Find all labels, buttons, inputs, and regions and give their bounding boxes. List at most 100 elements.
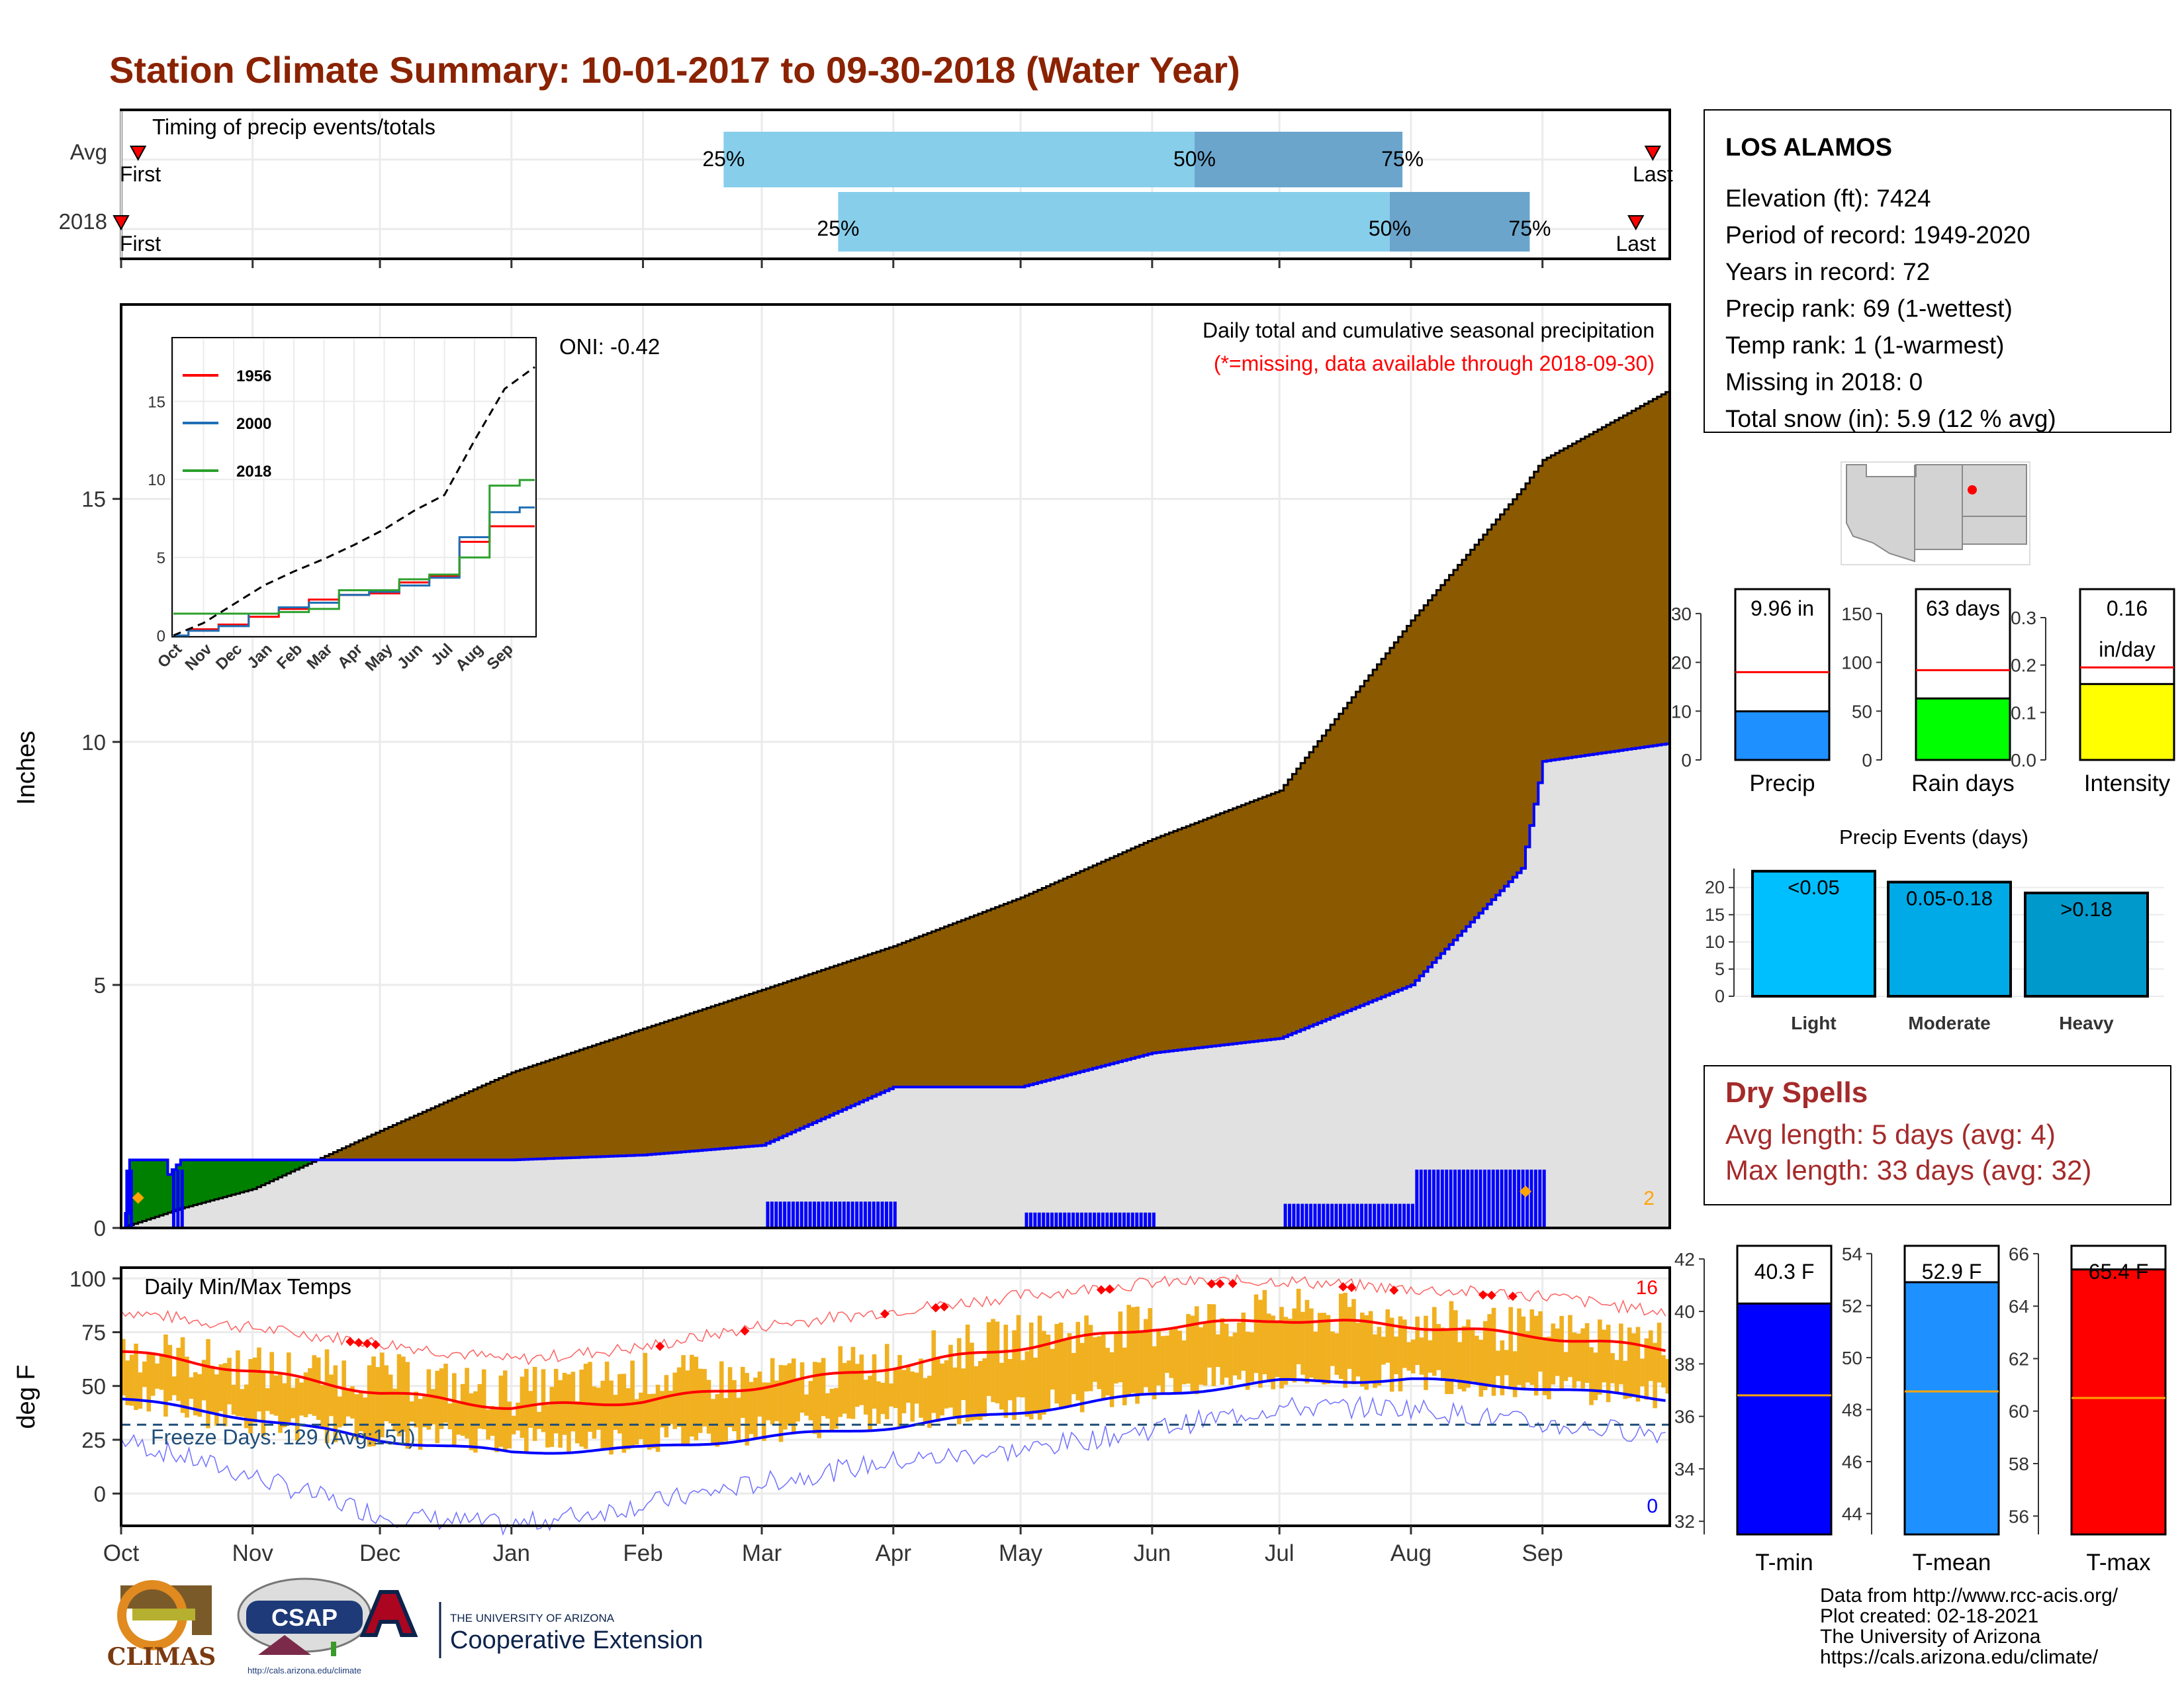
daily-precip-bar (1385, 1203, 1389, 1228)
daily-temp-range-bar (1445, 1329, 1449, 1394)
daily-precip-bar (1479, 1169, 1482, 1228)
daily-temp-range-bar (363, 1397, 368, 1437)
daily-precip-bar (125, 1169, 129, 1228)
daily-temp-range-bar (1394, 1336, 1398, 1374)
temp-ylabel: deg F (13, 1364, 40, 1429)
timing-bar-upper (1389, 192, 1530, 252)
events-bar-label: Light (1791, 1013, 1836, 1033)
daily-temp-range-bar (1606, 1325, 1611, 1403)
daily-temp-range-bar (345, 1388, 351, 1417)
daily-precip-bar (1389, 1203, 1393, 1228)
daily-precip-bar (834, 1201, 838, 1228)
daily-temp-range-bar (435, 1370, 440, 1444)
daily-temp-range-bar (850, 1346, 856, 1419)
daily-temp-range-bar (567, 1374, 571, 1452)
daily-temp-range-bar (1058, 1322, 1064, 1407)
daily-temp-range-bar (999, 1362, 1004, 1410)
daily-precip-bar (1449, 1169, 1453, 1228)
daily-temp-range-bar (1533, 1315, 1539, 1396)
daily-precip-bar (872, 1201, 876, 1228)
daily-temp-range-bar (180, 1337, 185, 1413)
daily-precip-bar (817, 1201, 821, 1228)
mini-bar-label: Intensity (2084, 771, 2171, 796)
daily-precip-bar (880, 1201, 884, 1228)
daily-temp-range-bar (1470, 1329, 1475, 1382)
precip-ytick-label: 15 (81, 487, 106, 512)
daily-temp-range-bar (1050, 1348, 1055, 1390)
daily-temp-range-bar (1665, 1359, 1670, 1394)
daily-precip-bar (770, 1201, 774, 1228)
daily-temp-range-bar (1160, 1336, 1165, 1393)
daily-temp-range-bar (558, 1380, 563, 1448)
daily-temp-range-bar (796, 1378, 800, 1422)
daily-precip-bar (1496, 1169, 1500, 1228)
temp-ytick-label: 75 (81, 1321, 106, 1345)
daily-temp-range-bar (1398, 1316, 1403, 1391)
daily-temp-range-bar (664, 1375, 669, 1438)
daily-temp-range-bar (1203, 1322, 1208, 1386)
inset-ytick-label: 5 (157, 549, 165, 567)
daily-precip-bar (1042, 1212, 1046, 1228)
daily-temp-range-bar (1525, 1331, 1530, 1383)
mini-bar-ytick-label: 0.2 (2011, 655, 2036, 676)
inset-ytick-label: 0 (157, 628, 165, 645)
daily-temp-range-bar (1631, 1333, 1636, 1397)
daily-temp-range-bar (935, 1358, 940, 1423)
daily-temp-range-bar (846, 1360, 851, 1419)
daily-temp-range-bar (1373, 1334, 1377, 1388)
station-info-line: Temp rank: 1 (1-warmest) (1725, 332, 2005, 359)
daily-temp-range-bar (1449, 1301, 1454, 1394)
daily-temp-range-bar (1190, 1315, 1195, 1391)
daily-temp-range-bar (596, 1387, 601, 1430)
climas-logo-stripe (132, 1609, 195, 1620)
daily-precip-bar (1338, 1203, 1342, 1228)
daily-temp-range-bar (502, 1370, 508, 1450)
daily-temp-range-bar (1165, 1335, 1169, 1373)
daily-precip-bar (1118, 1212, 1122, 1228)
daily-temp-range-bar (592, 1386, 597, 1439)
daily-temp-range-bar (1024, 1351, 1030, 1417)
daily-temp-range-bar (341, 1360, 346, 1427)
temp-bar-ytick-label: 64 (2009, 1296, 2029, 1317)
last-event-marker (1627, 215, 1645, 231)
daily-temp-range-bar (1003, 1325, 1009, 1418)
daily-temp-range-bar (1084, 1315, 1089, 1392)
csap-logo-text: CSAP (271, 1604, 338, 1631)
daily-temp-range-bar (698, 1368, 703, 1433)
precip-panel: 0 5 10 15 Daily total and cumulative season… (13, 303, 1671, 1241)
daily-precip-bar (1351, 1203, 1355, 1228)
daily-precip-bar (1152, 1212, 1156, 1228)
daily-temp-range-bar (1152, 1346, 1157, 1399)
dry-spells-max: Max length: 33 days (avg: 32) (1725, 1154, 2091, 1186)
daily-temp-range-bar (1016, 1315, 1021, 1397)
daily-temp-range-bar (1338, 1293, 1343, 1380)
daily-temp-range-bar (460, 1383, 465, 1436)
daily-temp-range-bar (333, 1365, 338, 1442)
daily-temp-range-bar (1614, 1360, 1619, 1394)
daily-temp-range-bar (1500, 1340, 1505, 1395)
oni-label: ONI: -0.42 (559, 334, 660, 359)
daily-temp-range-bar (1042, 1331, 1046, 1415)
daily-precip-bar (868, 1201, 872, 1228)
daily-temp-range-bar (995, 1321, 1000, 1403)
daily-precip-bar (1533, 1169, 1537, 1228)
daily-temp-range-bar (1457, 1342, 1463, 1389)
dry-spells-frame (1704, 1065, 2171, 1205)
daily-precip-bar (1436, 1169, 1440, 1228)
daily-temp-range-bar (359, 1390, 363, 1432)
daily-temp-range-bar (278, 1372, 283, 1433)
station-info-line: Total snow (in): 5.9 (12 % avg) (1725, 405, 2056, 432)
record-high-marker (1206, 1279, 1216, 1289)
footer-line: Data from http://www.rcc-acis.org/ (1820, 1585, 2118, 1607)
daily-temp-range-bar (1012, 1330, 1017, 1420)
mini-bar-ytick-label: 0 (1862, 750, 1872, 771)
temp-bar-value (1736, 1302, 1833, 1536)
daily-temp-range-bar (163, 1335, 168, 1417)
daily-precip-bar (1071, 1212, 1075, 1228)
daily-temp-range-bar (783, 1365, 788, 1430)
timing-row-label-avg: Avg (70, 140, 107, 164)
temp-bar-label: T-max (2086, 1550, 2151, 1575)
footer-line: Plot created: 02-18-2021 (1820, 1605, 2039, 1627)
ua-logo-small: THE UNIVERSITY OF ARIZONA (450, 1612, 615, 1624)
daily-precip-bar (1517, 1169, 1521, 1228)
